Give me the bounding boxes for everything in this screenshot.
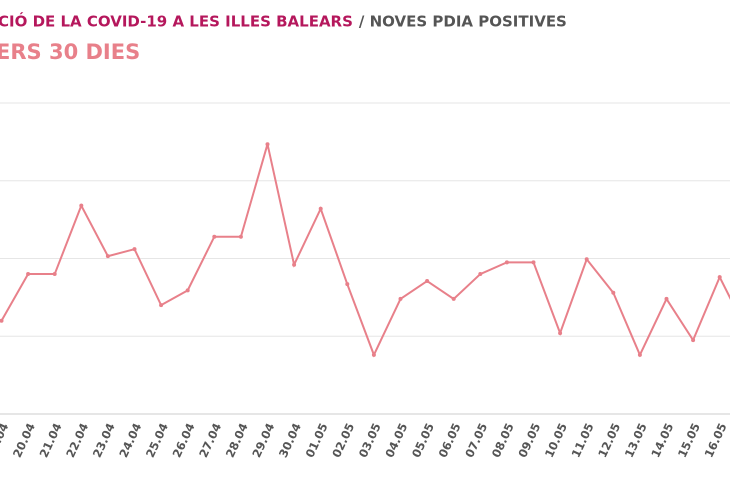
point (132, 247, 137, 252)
x-tick-label: 07.05 (462, 421, 490, 460)
x-tick-label: 16.05 (702, 421, 730, 460)
point (52, 272, 57, 277)
x-tick-label: 10.05 (542, 421, 570, 460)
x-tick-label: 02.05 (329, 421, 357, 460)
x-tick-label: 03.05 (356, 421, 384, 460)
x-tick-label: 27.04 (196, 421, 224, 460)
point (371, 352, 376, 357)
point (345, 282, 350, 287)
x-tick-label: 20.04 (10, 421, 38, 460)
chart-title: CIÓ DE LA COVID-19 A LES ILLES BALEARS (0, 12, 353, 31)
x-tick-label: 13.05 (622, 421, 650, 460)
point (425, 279, 430, 284)
point (504, 260, 509, 265)
x-tick-label: 21.04 (37, 421, 65, 460)
x-tick-label: 15.05 (675, 421, 703, 460)
x-tick-label: 30.04 (276, 421, 304, 460)
point (664, 296, 669, 301)
point (531, 260, 536, 265)
x-tick-label: 25.04 (143, 421, 171, 460)
point (26, 272, 31, 277)
point (212, 234, 217, 239)
x-tick-label: 06.05 (436, 421, 464, 460)
point (159, 303, 164, 308)
x-tick-label: 24.04 (116, 421, 144, 460)
chart-subtitle: ERS 30 DIES (0, 40, 140, 64)
x-tick-label: 23.04 (90, 421, 118, 460)
x-tick-label: 08.05 (489, 421, 517, 460)
point (79, 203, 84, 208)
x-tick-label: 12.05 (595, 421, 623, 460)
point (637, 352, 642, 357)
point (292, 262, 297, 267)
point (691, 338, 696, 343)
point (717, 275, 722, 280)
x-tick-label: 28.04 (223, 421, 251, 460)
point (611, 290, 616, 295)
point (265, 142, 270, 147)
point (558, 331, 563, 336)
x-tick-label: 14.05 (648, 421, 676, 460)
line (0, 143, 730, 358)
point (451, 296, 456, 301)
x-tick-label: 01.05 (303, 421, 331, 460)
point (584, 257, 589, 262)
x-tick-label: 29.04 (249, 421, 277, 460)
x-tick-label: 22.04 (63, 421, 91, 460)
point (238, 234, 243, 239)
x-tick-label: 11.05 (569, 421, 597, 460)
point (478, 272, 483, 277)
point (105, 254, 110, 259)
x-tick-label: 05.05 (409, 421, 437, 460)
point (0, 318, 4, 323)
point (318, 206, 323, 211)
point (398, 296, 403, 301)
x-tick-label: 04.05 (382, 421, 410, 460)
chart-title-suffix: / NOVES PDIA POSITIVES (359, 13, 567, 31)
point (185, 288, 190, 293)
x-tick-label: 26.04 (170, 421, 198, 460)
x-tick-label: 09.05 (515, 421, 543, 460)
